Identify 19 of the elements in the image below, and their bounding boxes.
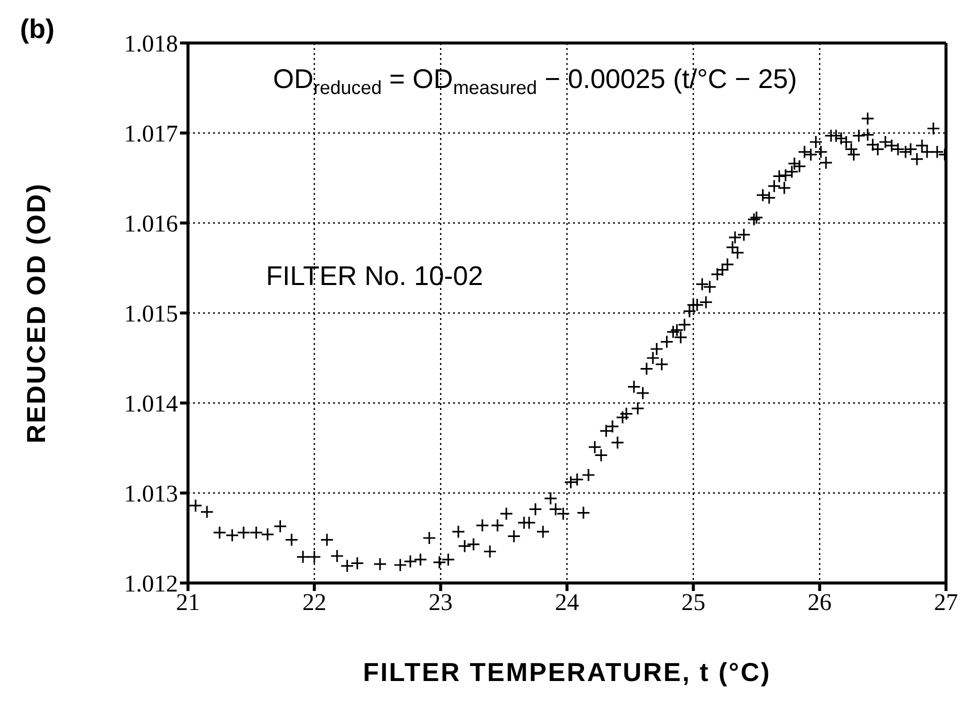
x-tick-label: 22 <box>302 590 326 616</box>
x-tick-label: 26 <box>808 590 832 616</box>
x-axis-title: FILTER TEMPERATURE, t (°C) <box>362 657 772 687</box>
x-tick-label: 27 <box>934 590 958 616</box>
x-tick-label: 23 <box>428 590 453 616</box>
annotation: OD$_{reduced}$ = OD$_{measured}$ − 0.00025 (t/°C − 25) <box>273 64 798 99</box>
y-tick-label: 1.018 <box>124 32 178 58</box>
y-tick-label: 1.014 <box>124 392 178 418</box>
annotation: FILTER No. 10-02 <box>266 261 484 291</box>
y-axis-title: REDUCED OD (OD) <box>21 182 52 444</box>
x-tick-label: 24 <box>555 590 579 616</box>
y-tick-label: 1.017 <box>124 122 178 148</box>
text: (b) <box>20 14 54 44</box>
y-tick-label: 1.013 <box>124 482 178 508</box>
y-tick-label: 1.015 <box>124 302 178 328</box>
y-tick-label: 1.016 <box>124 212 178 238</box>
x-tick-label: 25 <box>681 590 706 616</box>
y-tick-label: 1.012 <box>124 572 178 598</box>
x-tick-label: 21 <box>176 590 200 616</box>
